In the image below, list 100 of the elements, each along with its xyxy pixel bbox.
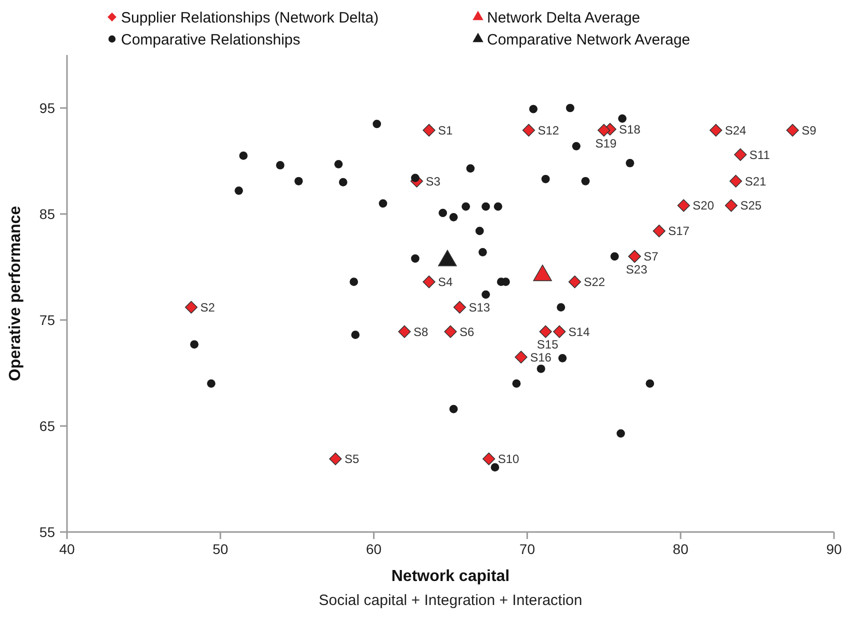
point [598,124,610,137]
annotation: S20 [692,198,714,213]
point [398,325,411,338]
y-tick-label: 65 [39,418,56,434]
point [566,104,574,112]
point [444,325,457,338]
y-tick-label: 75 [39,312,56,328]
annotation: S12 [538,123,560,138]
point [351,330,360,340]
legend-label: Supplier Relationships (Network Delta) [121,9,379,26]
annotation: S22 [584,275,606,290]
annotation: S5 [344,452,360,466]
point [411,254,420,263]
point [646,379,654,388]
annotation: S2 [200,300,216,314]
legend-label: Comparative Relationships [121,31,300,48]
annotation: S25 [740,198,762,213]
point [494,202,502,211]
point [734,148,747,161]
point [536,364,546,373]
point [616,429,625,438]
point [553,325,566,338]
y-tick-label: 95 [39,100,56,116]
point [514,350,528,364]
point [730,174,742,188]
annotation: S18 [619,122,641,136]
point [372,120,382,128]
legend-label: Network Delta Average [487,9,640,26]
x-tick-label: 50 [212,541,228,557]
x-tick-label: 60 [366,541,382,557]
point [239,152,248,160]
point [422,124,436,137]
point [786,124,799,137]
annotation: S21 [744,174,766,188]
annotation: S6 [460,324,475,339]
annotation: S15 [536,338,559,352]
point [329,452,342,466]
annotation: S19 [595,136,617,150]
point [478,248,487,256]
annotation: S1 [438,123,454,138]
point [184,300,198,314]
point [334,160,343,168]
annotation: S24 [724,123,747,138]
x-tick-label: 70 [519,541,536,557]
annotation: S17 [668,224,690,238]
point [522,124,536,137]
point [724,199,738,212]
y-tick-label: 55 [39,524,56,540]
point [438,208,448,218]
point [568,276,582,288]
x-tick-label: 40 [59,541,75,557]
point [294,176,303,186]
point [610,252,619,261]
point [462,202,470,211]
point [677,199,690,212]
y-tick-label: 85 [39,206,56,222]
point [652,224,666,238]
point [558,354,567,362]
point [207,379,216,388]
annotation: S3 [426,174,441,188]
point [276,161,284,170]
point [475,226,484,236]
point [572,142,580,150]
x-tick-label: 80 [672,541,689,557]
point [490,463,500,472]
annotation: S10 [498,452,520,466]
point [541,174,550,184]
annotation: S4 [438,275,454,290]
annotation: S13 [468,300,490,314]
point [482,290,490,299]
annotation: S9 [802,123,817,138]
point [512,379,521,388]
annotation: S23 [626,262,648,276]
point [581,176,590,186]
point [710,124,722,137]
annotation: S14 [568,324,590,339]
point [422,276,436,288]
point [350,278,358,286]
point [449,404,458,414]
annotation: S11 [749,148,770,162]
point [378,199,388,208]
x-axis-title: Network capital [391,568,510,585]
point [626,158,634,168]
point [529,104,538,114]
text: Social capital + Integration + Interaction [318,592,582,609]
point [482,202,490,211]
y-axis-title: Operative performance [7,206,24,382]
point [449,213,458,222]
point [556,303,566,312]
legend-label: Comparative Network Average [487,31,690,48]
point [618,114,626,123]
point [453,300,466,314]
point [190,340,199,349]
x-tick-label: 90 [826,541,842,557]
point [539,325,552,338]
point [234,186,243,195]
annotation: S8 [413,324,428,339]
point [338,178,348,186]
point [482,452,496,466]
annotation: S16 [530,350,552,364]
